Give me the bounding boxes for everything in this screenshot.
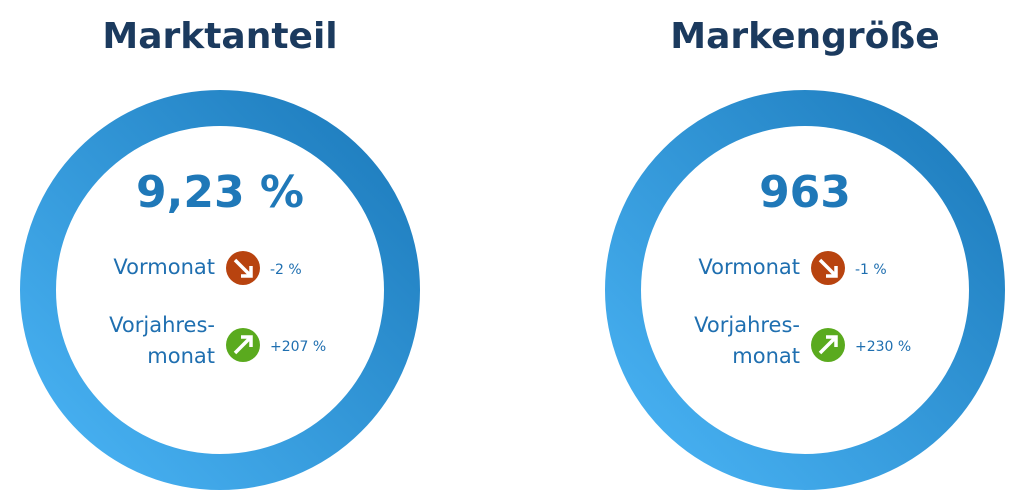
arrow — [233, 258, 253, 278]
ring — [20, 90, 420, 490]
row-label: Vormonat — [113, 255, 215, 279]
kpi-value: 9,23 % — [136, 167, 304, 218]
row-label: monat — [732, 344, 800, 368]
change: +230 % — [855, 339, 911, 355]
panel: Marktanteil 9,23 % Vormonat -2 % Vorjahr… — [20, 16, 420, 490]
panel: Markengröße 963 Vormonat -1 % Vorjahres-… — [605, 16, 1005, 490]
arrow — [818, 335, 838, 355]
panel-title: Marktanteil — [102, 16, 337, 57]
change: -1 % — [855, 262, 887, 278]
arrow — [233, 335, 253, 355]
kpi-value: 963 — [759, 167, 851, 218]
row-label: monat — [147, 344, 215, 368]
arrow — [818, 258, 838, 278]
change: -2 % — [270, 262, 302, 278]
row-label: Vorjahres- — [109, 313, 215, 337]
row-label: Vormonat — [698, 255, 800, 279]
row-label: Vorjahres- — [694, 313, 800, 337]
panel-title: Markengröße — [670, 16, 939, 57]
ring — [605, 90, 1005, 490]
change: +207 % — [270, 339, 326, 355]
